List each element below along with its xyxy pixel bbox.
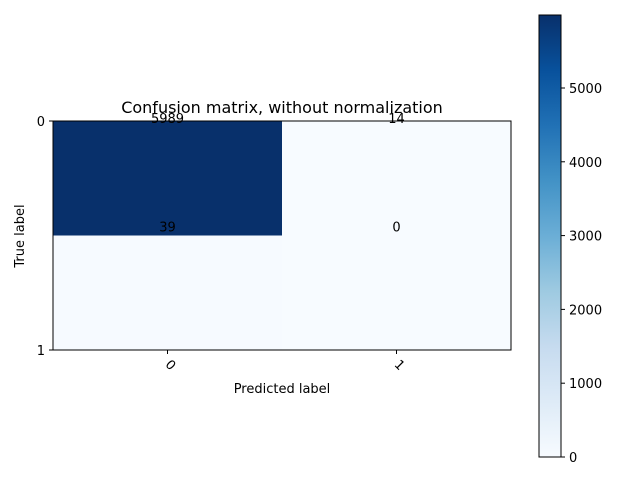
x-axis-label: Predicted label [234,382,331,397]
cell-label-0-0: 5989 [151,112,184,127]
y-axis-ticks: 01 [37,115,53,359]
colorbar-tick-label: 4000 [569,156,602,171]
colorbar-tick-label: 2000 [569,303,602,318]
cell-label-0-1: 14 [388,112,405,127]
chart-title: Confusion matrix, without normalization [121,98,443,117]
cell-label-1-0: 39 [159,220,176,235]
x-tick-label: 0 [162,357,178,373]
y-axis-label: True label [13,204,28,268]
heatmap-cells [53,121,511,350]
cell-label-1-1: 0 [392,220,400,235]
y-tick-label: 0 [37,115,45,130]
colorbar [538,14,562,458]
plot-frame [52,120,512,351]
colorbar-tick-label: 0 [569,451,577,466]
heatmap-cell-1-1 [282,235,511,350]
heatmap-cell-1-0 [53,235,282,350]
heatmap-cell-0-1 [282,121,511,236]
x-tick-label: 1 [391,357,407,373]
colorbar-tick-label: 1000 [569,377,602,392]
heatmap-cell-0-0 [53,121,282,236]
colorbar-ticks: 0 1000 2000 3000 4000 5000 [561,82,602,466]
y-tick-label: 1 [37,344,45,359]
colorbar-tick-label: 3000 [569,230,602,245]
heatmap-cell-labels: 5989 14 39 0 [151,112,405,236]
colorbar-tick-label: 5000 [569,82,602,97]
